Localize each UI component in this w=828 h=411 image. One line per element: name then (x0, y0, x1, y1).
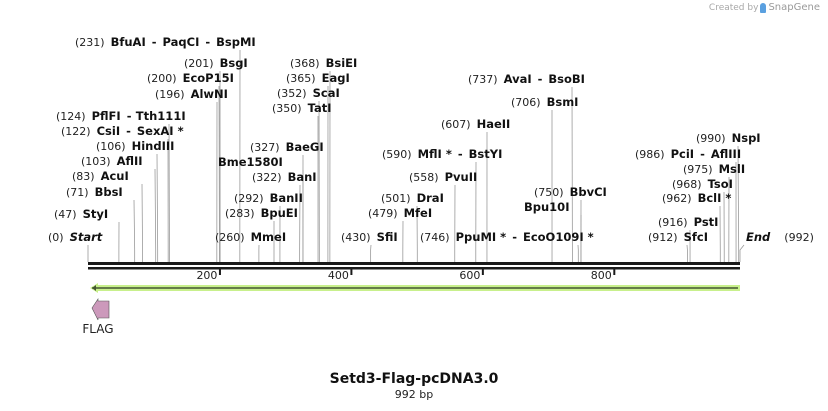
site-label[interactable]: (746) PpuMI * - EcoO109I * (420, 230, 594, 244)
site-label[interactable]: (590) MflI * - BstYI (382, 147, 502, 161)
site-label[interactable]: (322) BanI (252, 170, 317, 184)
site-labels: (0) Start (47) StyI (71) BbsI (83) AcuI(103) Afl… (48, 35, 814, 244)
plasmid-length: 992 bp (394, 388, 434, 401)
site-label[interactable]: Bme1580I (218, 155, 283, 169)
site-label[interactable]: (607) HaeII (441, 117, 510, 131)
site-leader-line (156, 153, 159, 262)
sequence-ruler: 200 400 600 800 (88, 262, 740, 282)
site-label[interactable]: (986) PciI - AflIII (635, 147, 741, 161)
site-label[interactable]: (916) PstI (658, 215, 718, 229)
site-label[interactable]: (558) PvuII (409, 170, 477, 184)
site-label[interactable]: (103) AflII (81, 154, 143, 168)
ruler-bottom-line (88, 267, 740, 270)
watermark-prefix: Created by (708, 2, 759, 13)
site-label[interactable]: (47) StyI (54, 207, 108, 221)
site-label[interactable]: (365) EagI (286, 71, 350, 85)
ruler-tick (481, 269, 484, 275)
snapgene-watermark: Created by SnapGene (709, 2, 820, 13)
ruler-top-line (88, 262, 740, 265)
ruler-tick (218, 269, 221, 275)
ruler-tick-label: 600 (459, 269, 480, 282)
site-label[interactable]: (479) MfeI (368, 206, 432, 220)
site-label[interactable]: (260) MmeI (215, 230, 286, 244)
ruler-tick-label: 400 (328, 269, 349, 282)
site-label[interactable]: (912) SfcI (648, 230, 708, 244)
site-label[interactable]: (283) BpuEI (225, 206, 298, 220)
site-label[interactable]: (231) BfuAI - PaqCI - BspMI (75, 35, 256, 49)
site-leader-lines (87, 49, 745, 262)
site-label[interactable]: (201) BsgI (184, 56, 248, 70)
site-label[interactable]: (368) BsiEI (290, 56, 357, 70)
site-label[interactable]: (706) BsmI (511, 95, 578, 109)
site-label[interactable]: (962) BclI * (662, 191, 731, 205)
flag-feature-arrow[interactable] (91, 298, 110, 321)
plasmid-name: Setd3-Flag-pcDNA3.0 (329, 371, 499, 387)
site-leader-line (133, 199, 136, 262)
ruler-tick-label: 200 (196, 269, 217, 282)
site-label[interactable]: (350) TatI (272, 101, 332, 115)
site-label[interactable]: (968) TsoI (672, 177, 733, 191)
setd3-arrowhead-icon (92, 285, 96, 291)
site-label[interactable]: (327) BaeGI (250, 140, 324, 154)
site-label[interactable]: (196) AlwNI (155, 87, 228, 101)
site-label[interactable]: End (992) (746, 230, 814, 244)
watermark-brand: SnapGene (768, 2, 820, 13)
site-label[interactable]: (83) AcuI (72, 169, 129, 183)
site-label[interactable]: (106) HindIII (96, 139, 174, 153)
site-label[interactable]: (975) MslI (683, 162, 745, 176)
site-label[interactable]: (122) CsiI - SexAI * (61, 124, 184, 138)
ruler-tick (613, 269, 616, 275)
site-label[interactable]: (0) Start (48, 230, 103, 244)
site-label[interactable]: (430) SfiI (341, 230, 398, 244)
site-leader-line (154, 168, 157, 262)
plasmid-title-block: Setd3-Flag-pcDNA3.0 992 bp (0, 371, 828, 401)
site-label[interactable]: Bpu10I (524, 200, 569, 214)
ruler-tick-label: 800 (591, 269, 612, 282)
site-label[interactable]: (501) DraI (381, 191, 444, 205)
site-label[interactable]: (292) BanII (234, 191, 303, 205)
site-leader-line (737, 145, 740, 262)
ruler-tick (350, 269, 353, 275)
site-label[interactable]: (124) PflFI - Tth111I (56, 109, 186, 123)
site-label[interactable]: (750) BbvCI (534, 185, 607, 199)
site-label[interactable]: (352) ScaI (277, 86, 340, 100)
site-label[interactable]: (71) BbsI (66, 185, 123, 199)
site-leader-line (168, 123, 170, 262)
snapgene-logo-icon (760, 2, 767, 13)
site-leader-line (739, 244, 745, 262)
site-label[interactable]: (737) AvaI - BsoBI (468, 72, 585, 86)
site-leader-line (141, 183, 143, 262)
flag-feature-label: FLAG (82, 322, 113, 336)
site-label[interactable]: (990) NspI (696, 131, 761, 145)
feature-track: FLAG (82, 283, 740, 336)
site-label[interactable]: (200) EcoP15I (147, 71, 234, 85)
